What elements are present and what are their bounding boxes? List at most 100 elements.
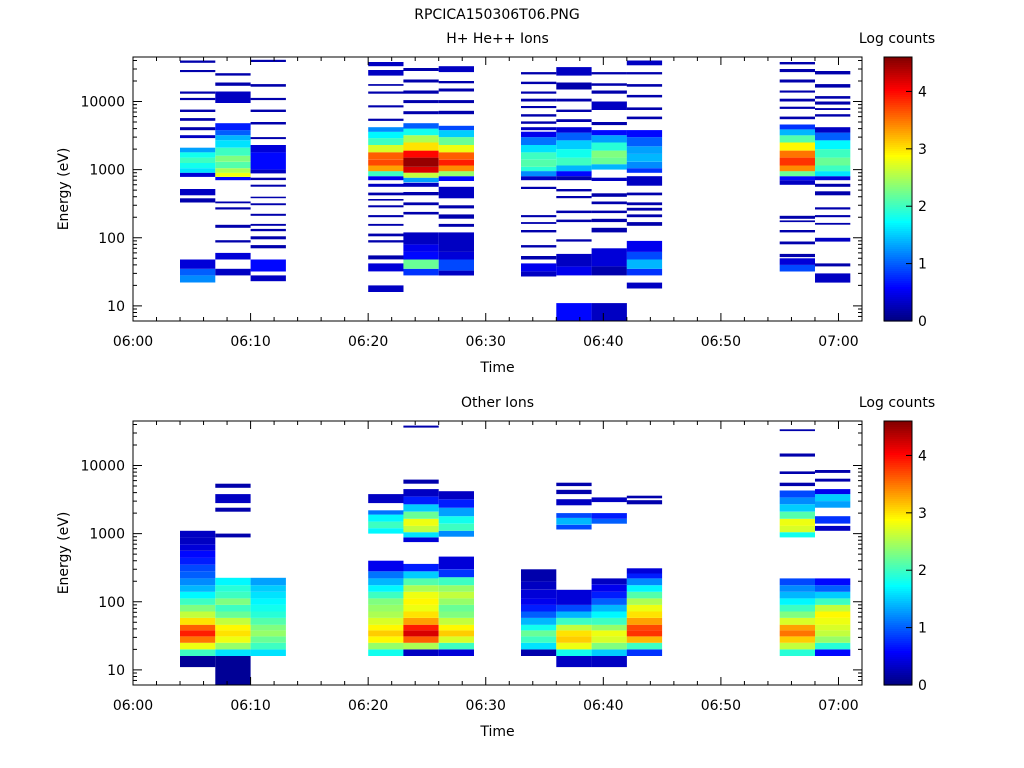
colorbar-swatch (884, 645, 912, 648)
heatmap-cell (779, 171, 815, 177)
heatmap-cell (815, 494, 851, 502)
heatmap-cell (215, 642, 251, 650)
heatmap-cell (815, 478, 851, 482)
heatmap-cell (779, 617, 815, 625)
heatmap-cell (250, 236, 286, 240)
heatmap-cell (180, 571, 216, 579)
colorbar-swatch (884, 683, 912, 686)
heatmap-cell (779, 497, 815, 505)
colorbar-swatch (884, 663, 912, 666)
heatmap-cell (215, 604, 251, 612)
heatmap-cell (779, 624, 815, 631)
heatmap-cell (403, 518, 439, 526)
heatmap-cell (438, 507, 474, 517)
heatmap-cell (250, 169, 286, 174)
heatmap-cell (779, 585, 815, 592)
colorbar-swatch (884, 141, 912, 144)
colorbar-swatch (884, 469, 912, 472)
colorbar-swatch (884, 281, 912, 284)
colorbar-swatch (884, 591, 912, 594)
colorbar-swatch (884, 613, 912, 616)
heatmap-cell (250, 203, 286, 206)
colorbar-swatch (884, 251, 912, 254)
colorbar-swatch (884, 543, 912, 546)
x-axis-label: Time (479, 360, 514, 376)
heatmap-cell (521, 121, 557, 124)
colorbar-swatch (884, 667, 912, 670)
colorbar-swatch (884, 227, 912, 230)
heatmap-cell (591, 611, 627, 618)
colorbar-swatch (884, 623, 912, 626)
heatmap-cell (180, 60, 216, 63)
colorbar-swatch (884, 213, 912, 216)
colorbar-swatch (884, 135, 912, 138)
colorbar-swatch (884, 665, 912, 668)
colorbar-swatch (884, 57, 912, 60)
heatmap-cell (438, 66, 474, 73)
heatmap-cell (215, 630, 251, 637)
colorbar-swatch (884, 137, 912, 140)
heatmap-cell (521, 271, 557, 277)
heatmap-cell (521, 604, 557, 612)
colorbar-swatch (884, 169, 912, 172)
colorbar-swatch (884, 207, 912, 210)
heatmap-cell (403, 268, 439, 276)
heatmap-cell (521, 611, 557, 618)
heatmap-cell (250, 152, 286, 170)
heatmap-cell (626, 624, 663, 631)
colorbar-tick-label: 4 (918, 84, 927, 100)
colorbar-swatch (884, 249, 912, 252)
colorbar-swatch (884, 565, 912, 568)
colorbar-swatch (884, 155, 912, 158)
heatmap-cell (368, 205, 404, 208)
y-tick-label: 10 (107, 299, 125, 315)
heatmap-cell (815, 273, 851, 283)
heatmap-cell (521, 630, 557, 637)
heatmap-cell (591, 624, 627, 631)
colorbar-swatch (884, 75, 912, 78)
heatmap-cell (779, 129, 815, 136)
colorbar-swatch (884, 273, 912, 276)
heatmap-cell (556, 611, 592, 618)
colorbar-swatch (884, 201, 912, 204)
heatmap-cell (591, 210, 627, 214)
heatmap-cell (215, 224, 251, 228)
colorbar-swatch (884, 637, 912, 640)
heatmap-cell (438, 530, 474, 537)
heatmap-cell (521, 636, 557, 643)
colorbar-swatch (884, 241, 912, 244)
colorbar-swatch (884, 247, 912, 250)
heatmap-cell (250, 585, 286, 592)
y-tick-label: 10000 (80, 459, 125, 475)
heatmap-cell (521, 166, 557, 172)
heatmap-cell (215, 123, 251, 131)
x-tick-label: 06:40 (583, 334, 623, 350)
colorbar-swatch (884, 547, 912, 550)
heatmap-cell (556, 67, 592, 76)
heatmap-cell (521, 98, 557, 102)
colorbar-swatch (884, 617, 912, 620)
heatmap-cell (250, 59, 286, 62)
colorbar-swatch (884, 447, 912, 450)
heatmap-cell (521, 222, 557, 224)
heatmap-cell (779, 62, 815, 65)
heatmap-cell (556, 165, 592, 172)
heatmap-cell (815, 516, 851, 524)
colorbar-swatch (884, 121, 912, 124)
heatmap-cell (591, 248, 627, 267)
colorbar-swatch (884, 537, 912, 540)
heatmap-cell (591, 656, 627, 668)
heatmap-cell (250, 109, 286, 112)
heatmap-cell (180, 624, 216, 631)
colorbar-tick-label: 0 (918, 314, 927, 330)
heatmap-cell (438, 591, 474, 599)
colorbar-swatch (884, 143, 912, 146)
heatmap-cell (368, 636, 404, 643)
colorbar-swatch (884, 159, 912, 162)
heatmap-cell (815, 636, 851, 643)
heatmap-cell (180, 147, 216, 153)
x-tick-label: 06:50 (701, 698, 741, 714)
colorbar-swatch (884, 425, 912, 428)
heatmap-cell (591, 72, 627, 75)
colorbar-swatch (884, 625, 912, 628)
